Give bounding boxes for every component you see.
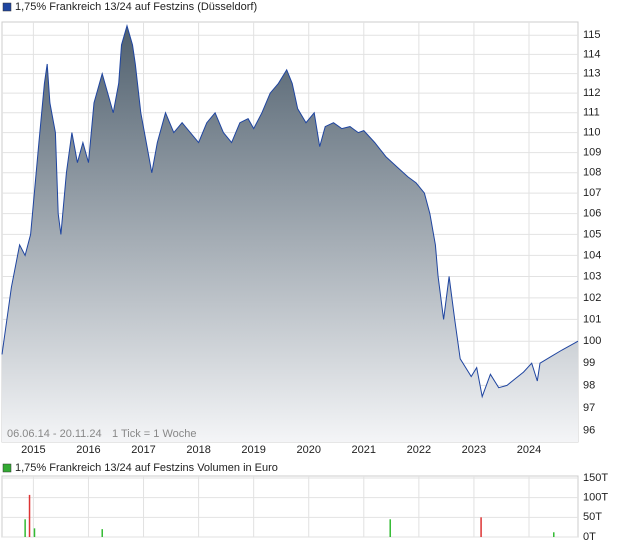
x-tick-label: 2016 <box>76 444 100 456</box>
volume-bar <box>28 494 31 537</box>
plot-frame <box>1 475 579 538</box>
y-tick-label: 110 <box>583 126 601 138</box>
y-tick-label: 113 <box>583 68 601 80</box>
area <box>2 25 578 443</box>
y-tick-label: 112 <box>583 87 601 99</box>
chart-title: 1,75% Frankreich 13/24 auf Festzins Volu… <box>15 462 278 474</box>
x-tick-label: 2022 <box>407 444 431 456</box>
price-line <box>1 24 579 399</box>
x-tick-label: 2021 <box>352 444 376 456</box>
y-tick-label: 107 <box>583 187 601 199</box>
y-tick-label: 115 <box>583 29 601 41</box>
x-tick-label: 2023 <box>462 444 486 456</box>
annotation: 06.06.14 - 20.11.24 <box>7 428 102 440</box>
y-tick-label: 96 <box>583 424 595 436</box>
y-tick-label: 105 <box>583 228 601 240</box>
y-tick-label: 50T <box>583 511 602 523</box>
y-tick-label: 103 <box>583 270 601 282</box>
y-tick-label: 98 <box>583 379 595 391</box>
y-tick-label: 100 <box>583 335 601 347</box>
volume-bar <box>389 519 391 537</box>
x-tick-label: 2019 <box>241 444 265 456</box>
y-tick-label: 100T <box>583 492 608 504</box>
annotation: 1 Tick = 1 Woche <box>112 428 196 440</box>
y-tick-label: 109 <box>583 146 601 158</box>
volume-bar <box>101 529 103 537</box>
volume-bar <box>480 517 482 537</box>
y-tick-label: 102 <box>583 292 601 304</box>
x-tick-label: 2020 <box>296 444 320 456</box>
x-tick-label: 2024 <box>517 444 541 456</box>
y-tick-label: 106 <box>583 208 601 220</box>
x-tick-label: 2015 <box>21 444 45 456</box>
y-tick-label: 111 <box>583 107 600 119</box>
y-tick-label: 99 <box>583 357 595 369</box>
y-tick-label: 108 <box>583 167 601 179</box>
x-tick-label: 2017 <box>131 444 155 456</box>
x-tick-label: 2018 <box>186 444 210 456</box>
y-tick-label: 114 <box>583 48 601 60</box>
chart-title: 1,75% Frankreich 13/24 auf Festzins (Düs… <box>15 1 257 13</box>
volume-bar <box>553 532 555 537</box>
legend-swatch <box>2 463 12 473</box>
volume-bar <box>24 519 26 537</box>
y-tick-label: 0T <box>583 531 596 543</box>
y-tick-label: 104 <box>583 249 601 261</box>
y-tick-label: 101 <box>583 313 601 325</box>
legend-swatch <box>2 2 12 12</box>
y-tick-label: 97 <box>583 402 595 414</box>
y-tick-label: 150T <box>583 472 608 484</box>
volume-bar <box>33 528 36 537</box>
